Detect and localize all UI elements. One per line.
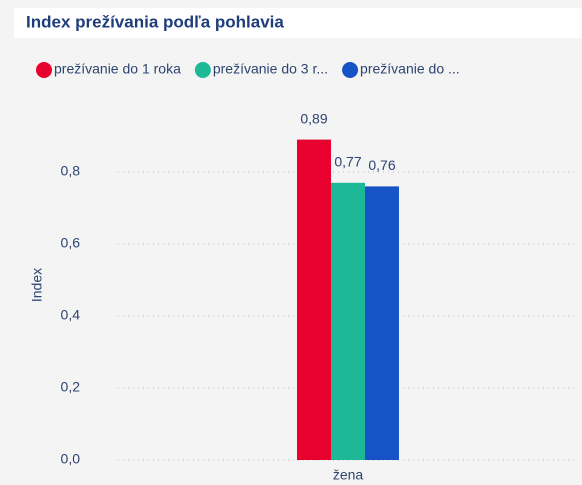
title-bar	[14, 8, 582, 38]
bar	[365, 186, 399, 460]
y-axis-label: Index	[29, 268, 45, 302]
y-tick-label: 0,2	[61, 379, 81, 395]
y-tick-label: 0,6	[61, 235, 81, 251]
legend-marker	[342, 62, 359, 78]
y-tick-label: 0,8	[61, 163, 81, 179]
legend-label: prežívanie do 1 roka	[54, 61, 181, 77]
legend-label: prežívanie do 3 r...	[213, 61, 328, 77]
legend-marker	[36, 62, 52, 78]
legend-label: prežívanie do ...	[360, 61, 460, 77]
bar	[297, 139, 331, 460]
chart-title: Index prežívania podľa pohlavia	[26, 12, 284, 31]
bar	[331, 182, 365, 461]
value-label: 0,76	[368, 157, 395, 173]
y-tick-label: 0,4	[61, 307, 81, 323]
x-tick-label: žena	[333, 467, 364, 483]
y-tick-label: 0,0	[61, 451, 81, 467]
legend-marker	[194, 62, 211, 78]
value-label: 0,89	[300, 110, 327, 126]
value-label: 0,77	[334, 154, 361, 170]
